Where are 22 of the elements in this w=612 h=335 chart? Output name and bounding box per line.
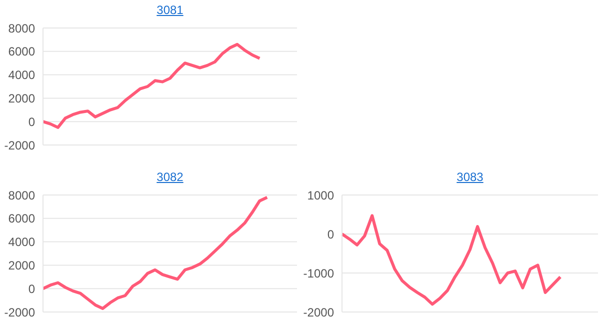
- y-tick-label: -2000: [4, 138, 36, 152]
- y-tick-label: 6000: [8, 44, 36, 59]
- y-tick-label: -2000: [4, 305, 36, 320]
- y-tick-label: 2000: [8, 91, 36, 106]
- line-series: [42, 196, 269, 310]
- y-tick-label: 8000: [8, 21, 36, 36]
- y-tick-label: 8000: [8, 188, 36, 202]
- line-series: [42, 42, 262, 129]
- y-tick-label: 2000: [8, 258, 36, 272]
- y-tick-label: 6000: [8, 212, 36, 226]
- y-tick-label: 0: [327, 227, 334, 242]
- chart-title: 3083: [456, 170, 484, 184]
- chart-title: 3081: [156, 3, 184, 17]
- line-series: [340, 214, 562, 306]
- y-tick-label: 1000: [307, 188, 334, 202]
- y-tick-label: 0: [28, 114, 36, 129]
- chart-title: 3082: [156, 170, 184, 184]
- y-tick-label: 4000: [8, 68, 36, 82]
- y-tick-label: 4000: [8, 235, 36, 250]
- y-tick-label: -1000: [303, 266, 334, 280]
- y-tick-label: 0: [28, 282, 36, 296]
- y-tick-label: -2000: [303, 305, 334, 320]
